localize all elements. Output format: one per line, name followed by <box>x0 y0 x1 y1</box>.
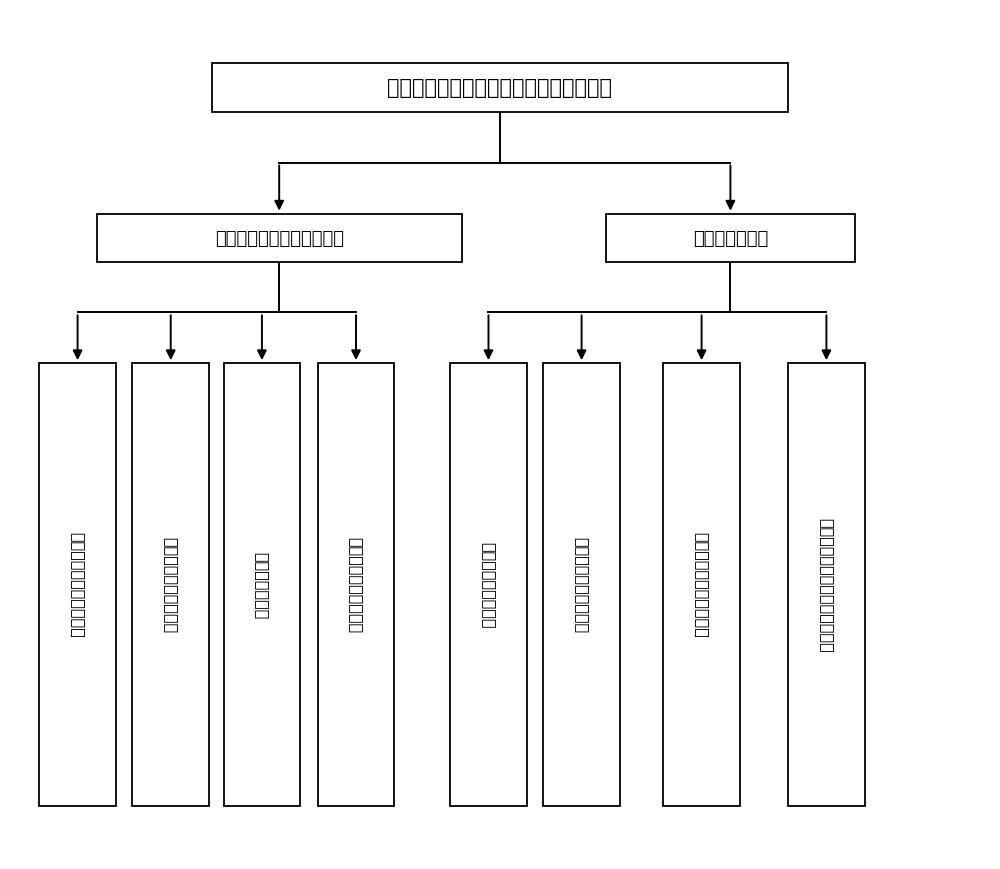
Text: 三维模型的可视化以及位姿控制: 三维模型的可视化以及位姿控制 <box>819 517 834 652</box>
Bar <box>132 363 209 806</box>
Text: 基于交互式的骨骼分割: 基于交互式的骨骼分割 <box>163 536 178 633</box>
Bar <box>212 64 788 112</box>
Bar <box>450 363 527 806</box>
Bar <box>788 363 865 806</box>
Text: 计算机辅助骨科手术子系统: 计算机辅助骨科手术子系统 <box>215 229 344 248</box>
Text: 基于增强现实的计算机辅助骨科手术系统: 基于增强现实的计算机辅助骨科手术系统 <box>388 78 612 98</box>
Text: 摄像机视频图像处理: 摄像机视频图像处理 <box>481 541 496 628</box>
Bar <box>663 363 740 806</box>
Text: 骨骼的自动分割: 骨骼的自动分割 <box>254 551 269 619</box>
Bar <box>39 363 116 806</box>
Bar <box>606 215 855 262</box>
Text: 医学图像的解析与预处理: 医学图像的解析与预处理 <box>70 532 85 638</box>
Bar <box>318 363 394 806</box>
Bar <box>543 363 620 806</box>
Text: 三维模型的空间位姿求解: 三维模型的空间位姿求解 <box>694 532 709 638</box>
Bar <box>224 363 300 806</box>
Text: 视频目标的检测与发展: 视频目标的检测与发展 <box>574 536 589 633</box>
Bar <box>97 215 462 262</box>
Text: 增强现实子系统: 增强现实子系统 <box>693 229 768 248</box>
Text: 体数据场的三维可视化: 体数据场的三维可视化 <box>349 536 364 633</box>
